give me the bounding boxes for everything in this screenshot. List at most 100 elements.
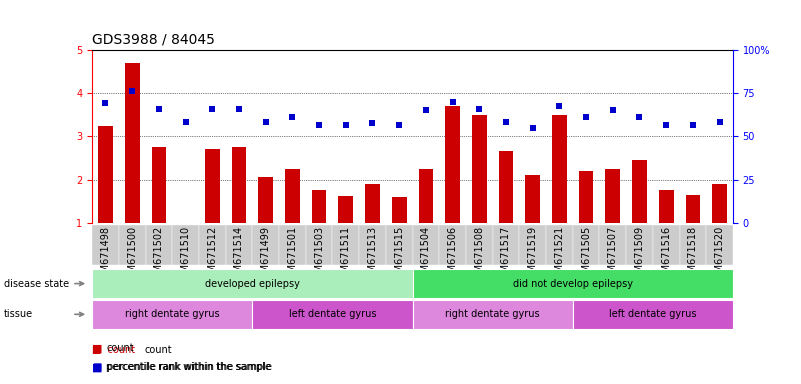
Bar [573,300,733,329]
Bar [125,63,139,223]
Bar [445,106,460,223]
Bar [413,269,733,298]
Text: GSM671521: GSM671521 [554,226,565,285]
Text: GSM671502: GSM671502 [154,226,164,285]
Bar [205,149,219,223]
Bar [493,225,519,265]
Bar [92,269,413,298]
Text: ■: ■ [92,362,102,372]
Bar [312,190,327,223]
Text: left dentate gyrus: left dentate gyrus [609,309,697,319]
Bar [146,225,172,265]
Point [633,114,646,121]
Point [260,119,272,125]
Bar [332,225,359,265]
Text: GSM671504: GSM671504 [421,226,431,285]
Point [473,106,485,112]
Text: GSM671514: GSM671514 [234,226,244,285]
Bar [92,300,252,329]
Bar [552,115,567,223]
Bar [606,169,620,223]
Text: left dentate gyrus: left dentate gyrus [288,309,376,319]
Bar [653,225,679,265]
Point [686,122,699,128]
Text: GSM671515: GSM671515 [394,226,405,285]
Text: GSM671509: GSM671509 [634,226,645,285]
Bar [439,225,466,265]
Text: GSM671498: GSM671498 [100,226,111,285]
Text: GSM671519: GSM671519 [528,226,537,285]
Bar [632,160,647,223]
Text: GSM671506: GSM671506 [448,226,457,285]
Text: count: count [107,343,134,353]
Point [526,125,539,131]
Bar [686,195,700,223]
Bar [359,225,386,265]
Text: GSM671512: GSM671512 [207,226,217,285]
Bar [659,190,674,223]
Point [232,106,245,112]
Text: GSM671517: GSM671517 [501,226,511,285]
Bar [119,225,146,265]
Bar [98,126,113,223]
Text: GSM671501: GSM671501 [288,226,297,285]
Bar [252,225,279,265]
Bar [258,177,273,223]
Text: disease state: disease state [4,278,69,289]
Text: tissue: tissue [4,309,33,319]
Text: GSM671510: GSM671510 [180,226,191,285]
Bar [252,300,413,329]
Bar [285,169,300,223]
Point [500,119,513,125]
Point [580,114,593,121]
Bar [92,225,119,265]
Bar [413,225,439,265]
Text: GSM671508: GSM671508 [474,226,485,285]
Bar [706,225,733,265]
Point [99,101,112,107]
Bar [525,175,540,223]
Bar [231,147,247,223]
Point [660,122,673,128]
Text: count: count [144,345,171,355]
Bar [279,225,306,265]
Text: GSM671505: GSM671505 [581,226,591,285]
Bar [199,225,226,265]
Text: ■: ■ [92,343,103,353]
Text: GSM671513: GSM671513 [368,226,377,285]
Point [446,99,459,105]
Bar [466,225,493,265]
Text: ■: ■ [92,362,103,372]
Bar [306,225,332,265]
Text: GSM671511: GSM671511 [340,226,351,285]
Text: GSM671518: GSM671518 [688,226,698,285]
Point [392,122,405,128]
Point [152,106,165,112]
Point [553,103,566,109]
Bar [413,300,573,329]
Point [312,122,325,128]
Bar [472,115,487,223]
Bar [226,225,252,265]
Point [179,119,192,125]
Text: developed epilepsy: developed epilepsy [205,278,300,289]
Bar [151,147,167,223]
Point [340,122,352,128]
Bar [172,225,199,265]
Bar [339,196,353,223]
Bar [573,225,599,265]
Bar [599,225,626,265]
Bar [365,184,380,223]
Bar [546,225,573,265]
Bar [626,225,653,265]
Text: GSM671500: GSM671500 [127,226,137,285]
Point [286,114,299,121]
Point [366,120,379,126]
Text: GSM671499: GSM671499 [260,226,271,285]
Text: GSM671503: GSM671503 [314,226,324,285]
Text: ■  count: ■ count [92,345,135,355]
Bar [392,197,406,223]
Text: did not develop epilepsy: did not develop epilepsy [513,278,633,289]
Text: percentile rank within the sample: percentile rank within the sample [107,362,272,372]
Point [606,108,619,114]
